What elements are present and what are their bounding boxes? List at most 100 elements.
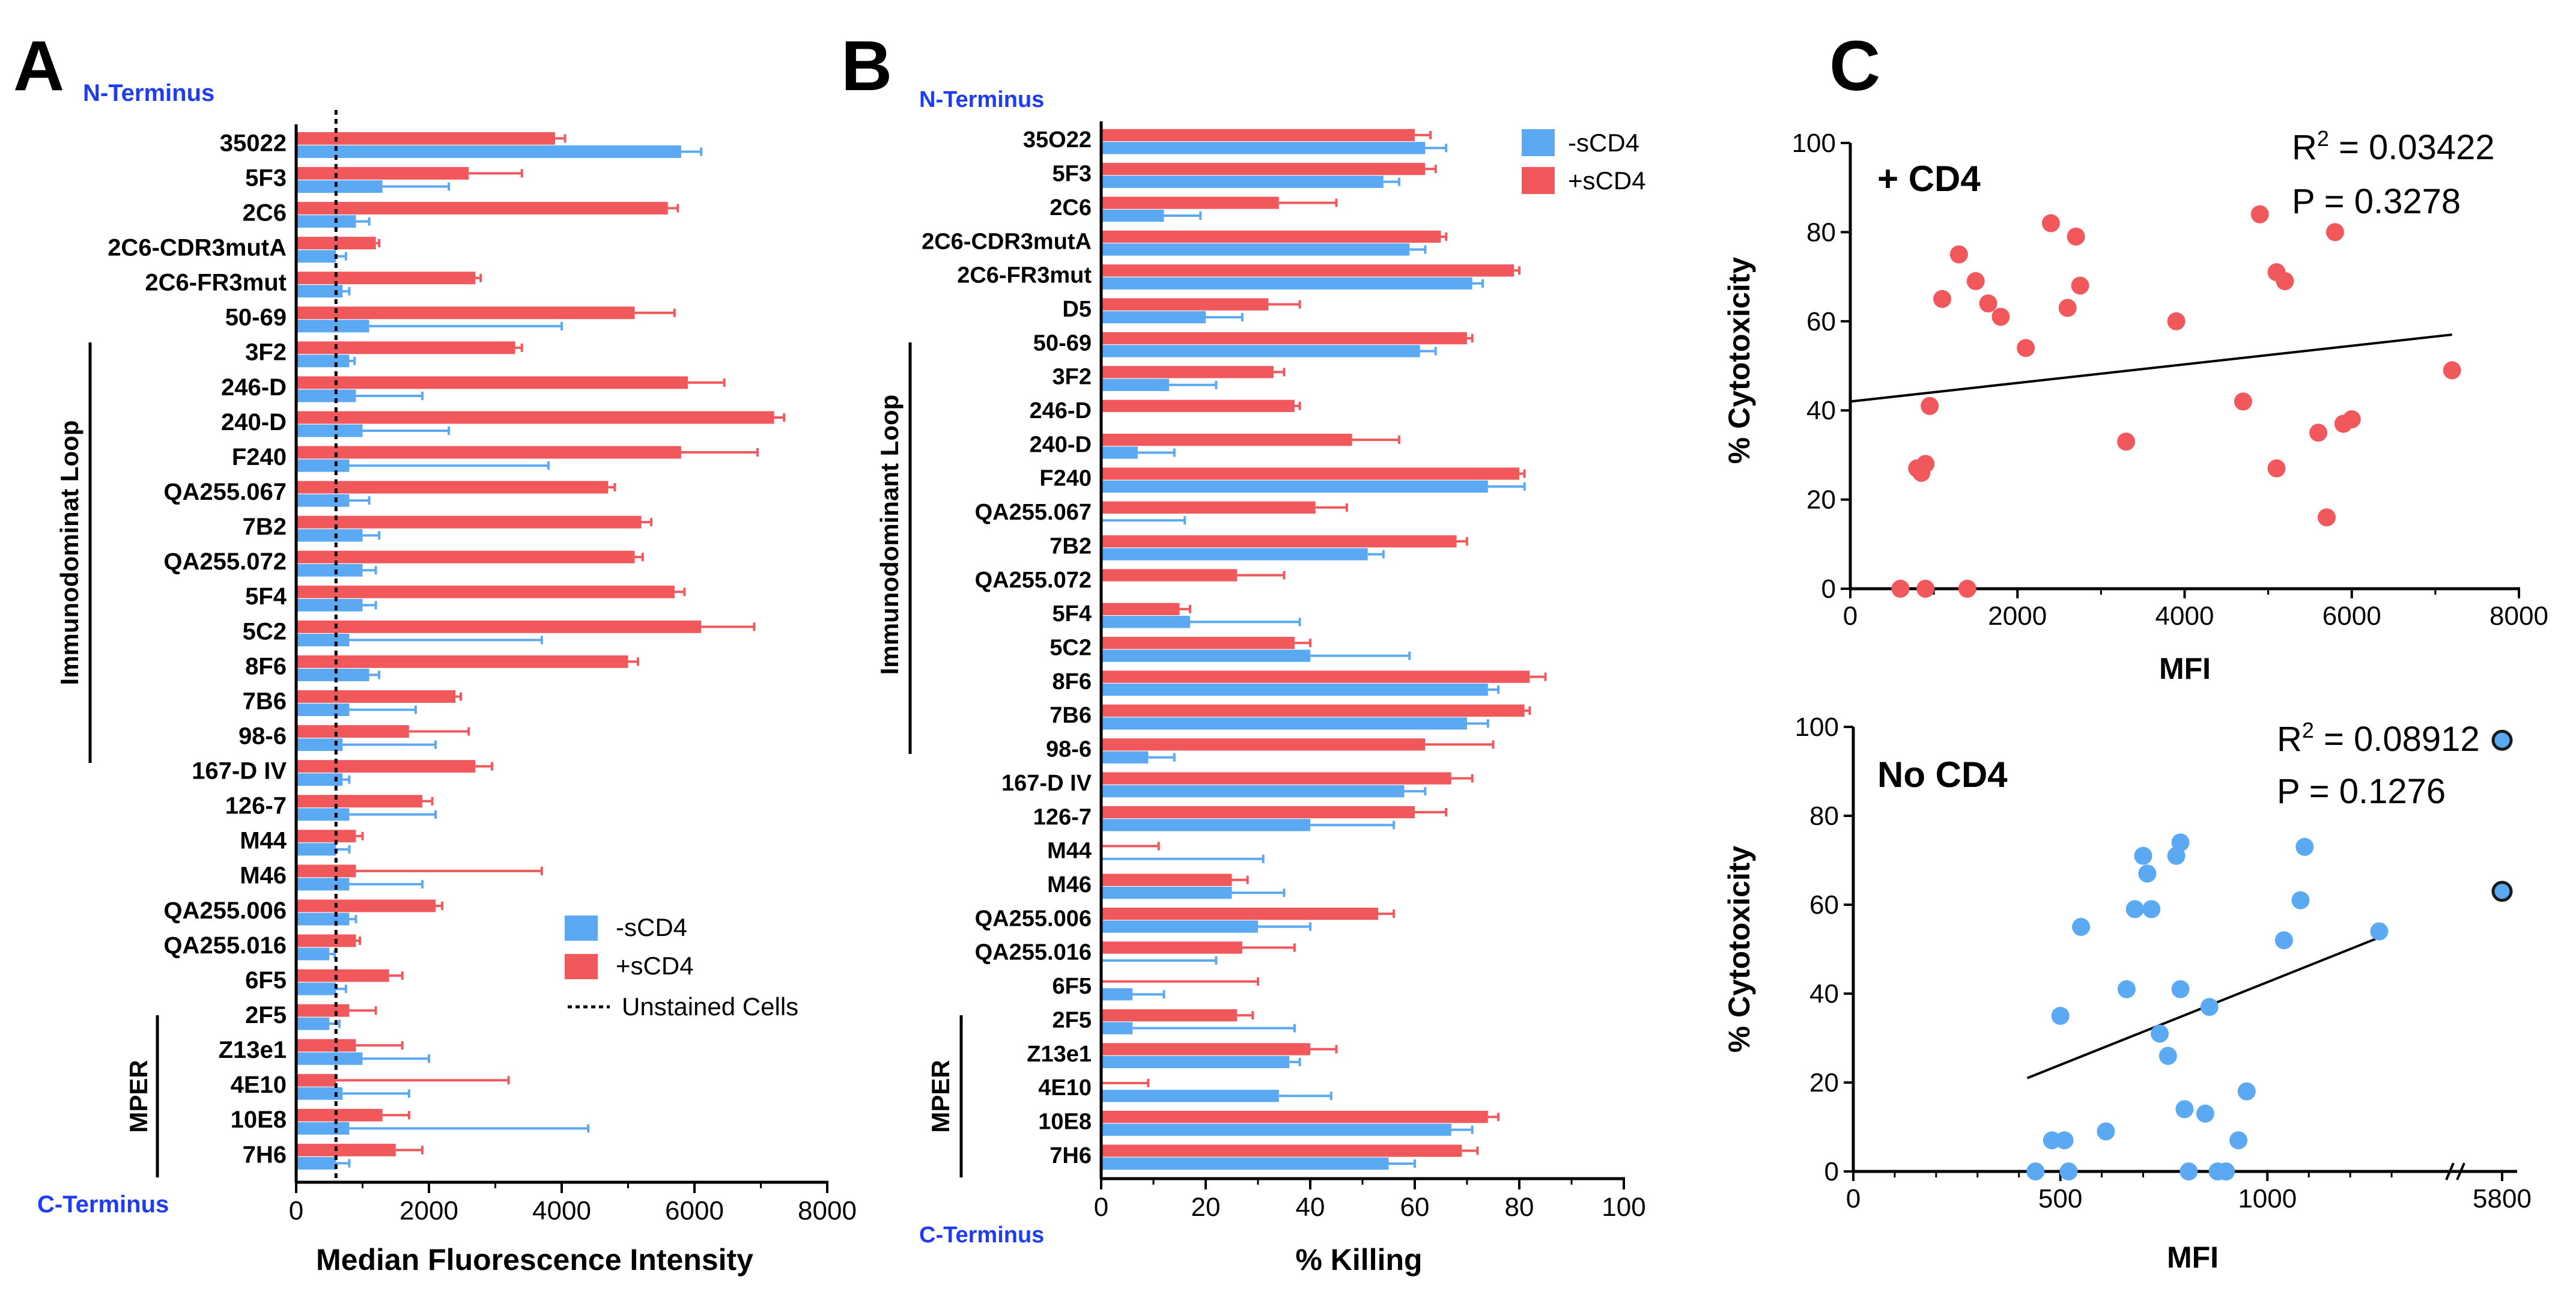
panel-b-bar-plus-2c6-fr3mut [1101, 264, 1514, 277]
panel-c-top-point-18 [2167, 312, 2186, 330]
panel-a-bar-plus-m44 [296, 830, 356, 843]
panel-c-top-point-16 [2071, 276, 2089, 295]
panel-b-bar-plus-f240 [1101, 467, 1519, 480]
panel-b-n-terminus: N-Terminus [919, 87, 1044, 112]
panel-b-bar-minus-35o22 [1101, 142, 1426, 154]
legend-b-minus-swatch [1522, 129, 1555, 156]
panel-b-bar-plus-240-d [1101, 433, 1352, 446]
panel-c-top-point-14 [2058, 299, 2077, 317]
panel-b-group-label-loop: Immunodominant Loop [875, 395, 904, 675]
panel-a-x-tick-label-4000: 4000 [532, 1196, 591, 1226]
panel-c-bottom-axis-break-mark-1 [2445, 1162, 2455, 1180]
panel-b-category-label-5f4: 5F4 [1053, 601, 1092, 627]
panel-c-top-point-9 [1966, 272, 1985, 291]
panel-a-bar-plus-f240 [296, 446, 681, 459]
panel-c-top-point-20 [2250, 205, 2269, 223]
panel-b-bar-plus-50-69 [1101, 332, 1467, 345]
panel-a-category-label-7b6: 7B6 [243, 688, 287, 714]
panel-b-group-label-mper: MPER [926, 1060, 955, 1132]
panel-a-bar-plus-246-d [296, 376, 688, 389]
panel-c-top-y-tick-label-60: 60 [1806, 307, 1836, 336]
panel-a-category-label-4e10: 4E10 [231, 1072, 287, 1098]
panel-b-bar-minus-6f5 [1101, 988, 1133, 1001]
panel-c-top-point-0 [1891, 580, 1910, 598]
panel-a-x-tick-label-2000: 2000 [399, 1196, 458, 1226]
panel-b-bar-minus-7b2 [1101, 548, 1368, 560]
panel-a-bar-plus-2f5 [296, 1004, 350, 1017]
panel-a-bar-minus-98-6 [296, 738, 343, 752]
panel-b-category-label-m44: M44 [1047, 839, 1092, 864]
panel-a-bar-minus-z13e1 [296, 1052, 363, 1065]
panel-b-category-label-50-69: 50-69 [1033, 330, 1092, 356]
panel-a-legend: -sCD4 +sCD4 Unstained Cells [565, 913, 798, 1021]
panel-b-bar-plus-10e8 [1101, 1111, 1488, 1123]
panel-a-bar-minus-5f4 [296, 598, 363, 612]
legend-b-plus-swatch [1522, 167, 1555, 194]
panel-b-bar-plus-8f6 [1101, 670, 1530, 683]
panel-c-bottom-point-9 [2134, 846, 2152, 865]
panel-a-bar-plus-3f2 [296, 341, 515, 354]
panel-c-bottom-r2: R2 = 0.08912 [2277, 718, 2480, 759]
panel-b-category-label-10e8: 10E8 [1038, 1109, 1092, 1134]
panel-c-bottom-y-tick-label-80: 80 [1809, 801, 1839, 831]
panel-a-category-label-35022: 35022 [220, 130, 287, 156]
panel-a-bar-plus-6f5 [296, 969, 389, 982]
legend-b-plus-label: +sCD4 [1568, 166, 1646, 195]
panel-c-top-point-12 [2017, 339, 2035, 357]
panel-c-top-point-5 [1916, 455, 1935, 473]
panel-c-bottom-point-22 [2217, 1162, 2235, 1180]
panel-b-bar-plus-2f5 [1101, 1009, 1238, 1022]
panel-b-category-label-7b2: 7B2 [1050, 533, 1092, 559]
panel-a-category-label-98-6: 98-6 [238, 723, 287, 749]
panel-c-top-plot: 0 20 40 60 80 100 0 2000 4000 6000 8000 [1792, 129, 2548, 631]
panel-a-x-tick-label-8000: 8000 [798, 1196, 857, 1226]
panel-c-bottom-r2-sup: 2 [2302, 718, 2314, 743]
panel-b-bar-plus-qa255-067 [1101, 501, 1316, 514]
panel-b-bar-minus-m46 [1101, 886, 1232, 899]
panel-a-bar-minus-3f2 [296, 354, 350, 368]
panel-c-bottom-point-20 [2200, 998, 2219, 1016]
legend-a-plus-swatch [565, 954, 598, 979]
panel-a-bar-minus-240-d [296, 424, 363, 437]
panel-c-top-point-19 [2234, 392, 2252, 411]
panel-b-category-label-z13e1: Z13e1 [1027, 1042, 1092, 1067]
panel-c-top-point-24 [2309, 424, 2328, 442]
panel-c-bottom-axis-break-mark-2 [2456, 1162, 2465, 1180]
panel-c-top-point-2 [1958, 580, 1976, 598]
panel-b-bar-minus-5c2 [1101, 649, 1310, 662]
panel-a-category-label-5c2: 5C2 [243, 618, 287, 645]
panel-a-bar-plus-qa255-072 [296, 550, 635, 563]
panel-b-bar-minus-qa255-006 [1101, 920, 1258, 933]
panel-c-top-point-1 [1916, 580, 1935, 598]
panel-a-x-axis-title: Median Fluorescence Intensity [316, 1243, 753, 1277]
panel-a-bar-minus-2c6-cdr3muta [296, 250, 336, 263]
panel-a-category-label-2f5: 2F5 [245, 1002, 287, 1028]
panel-b-bar-plus-qa255-016 [1101, 941, 1242, 954]
panel-b-bar-minus-7b6 [1101, 717, 1467, 730]
panel-c-top-x-axis-title: MFI [2159, 652, 2211, 685]
panel-c-top-y-tick-label-100: 100 [1792, 129, 1836, 158]
legend-a-unstained-label: Unstained Cells [622, 992, 798, 1021]
panel-a-bar-plus-z13e1 [296, 1039, 356, 1052]
panel-b-category-label-2c6-cdr3muta: 2C6-CDR3mutA [922, 229, 1092, 254]
panel-c-top-point-28 [2342, 410, 2361, 429]
panel-a-bar-plus-126-7 [296, 795, 422, 808]
panel-b-category-label-qa255-072: QA255.072 [975, 568, 1092, 593]
panel-b-bar-plus-7b6 [1101, 704, 1525, 717]
panel-a-group-label-mper: MPER [124, 1060, 153, 1132]
panel-a-category-label-5f4: 5F4 [245, 583, 287, 610]
panel-b-x-tick-label-40: 40 [1296, 1192, 1325, 1222]
panel-a-bar-plus-10e8 [296, 1108, 383, 1122]
panel-a-bar-minus-6f5 [296, 982, 336, 995]
panel-a-bar-minus-246-d [296, 389, 356, 402]
panel-b-bar-plus-3f2 [1101, 366, 1274, 378]
panel-b-category-label-2f5: 2F5 [1053, 1007, 1092, 1033]
panel-c-top-regression-line [1850, 333, 2452, 403]
panel-a-category-label-2c6-fr3mut: 2C6-FR3mut [145, 270, 287, 296]
panel-b-bar-plus-246-d [1101, 399, 1295, 412]
panel-a-category-label-2c6-cdr3muta: 2C6-CDR3mutA [108, 235, 287, 261]
panel-b-category-label-7b6: 7B6 [1050, 703, 1092, 728]
panel-b-group-mper: MPER [926, 1015, 963, 1177]
panel-a-bar-minus-35022 [296, 145, 681, 158]
